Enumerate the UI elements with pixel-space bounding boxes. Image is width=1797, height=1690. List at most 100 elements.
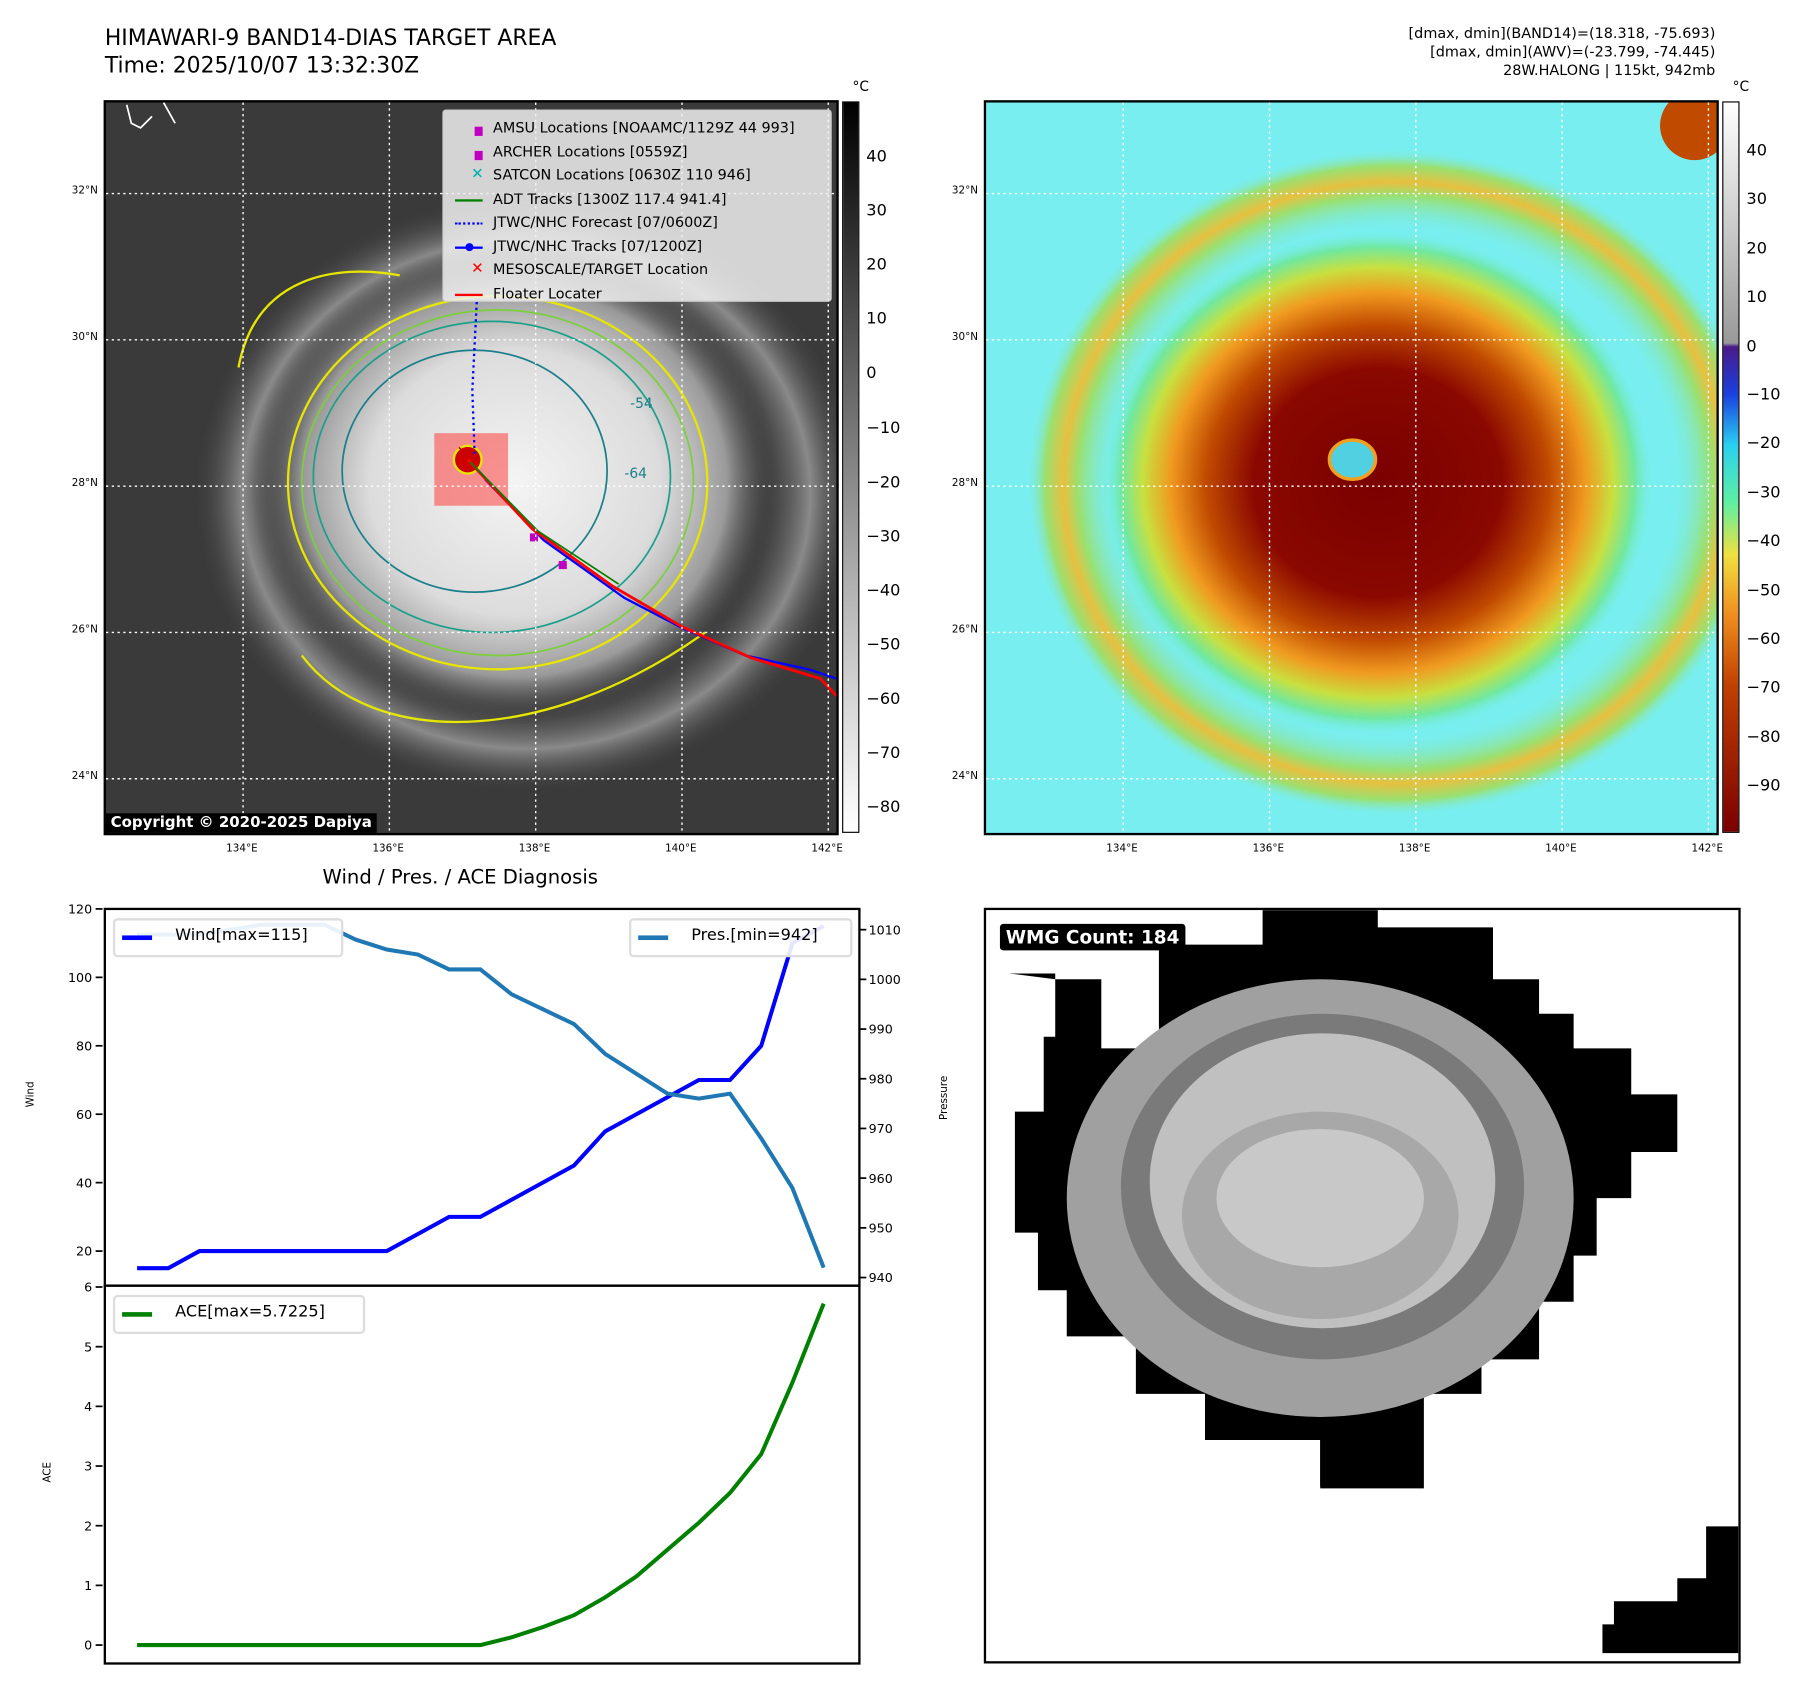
- colorbar-tick: −10: [1746, 385, 1781, 405]
- figure-time: Time: 2025/10/07 13:32:30Z: [104, 52, 420, 79]
- lon-tick-label: 140°E: [1545, 843, 1577, 855]
- lon-tick-label: 136°E: [372, 843, 404, 855]
- solid-line-icon: [455, 192, 483, 206]
- colorbar-tick: −80: [866, 798, 901, 817]
- ir-grayscale-map: ✕ -64 -54 AMSU Locations [NOAAMC/1129Z 4…: [103, 100, 839, 836]
- lon-tick-label: 138°E: [518, 843, 551, 855]
- cold-cloud-tops: [1101, 229, 1655, 737]
- lon-tick-label: 136°E: [1252, 843, 1285, 855]
- colorbar-tick: −70: [866, 744, 901, 763]
- ace-axis-label: ACE: [42, 1461, 55, 1483]
- colorbar-tick: 20: [866, 255, 887, 275]
- colorbar-tick: −20: [866, 473, 901, 492]
- wind-tick-label: 80: [76, 1038, 92, 1053]
- pressure-tick-label: 960: [869, 1171, 893, 1186]
- colorbar-tick: −80: [1746, 727, 1781, 747]
- colorbar-tick: 30: [866, 201, 887, 221]
- pressure-tick-label: 990: [869, 1022, 893, 1037]
- wind-tick-label: 100: [68, 970, 92, 985]
- copyright-label: Copyright © 2020-2025 Dapiya: [105, 813, 377, 833]
- colorbar-tick: 20: [1746, 239, 1767, 258]
- lat-tick-label: 24°N: [951, 770, 979, 783]
- legend-label: JTWC/NHC Forecast [07/0600Z]: [493, 213, 718, 231]
- ir-map-graphics: ✕ -64 -54: [105, 102, 837, 833]
- legend-label: SATCON Locations [0630Z 110 946]: [493, 165, 751, 184]
- colorbar-tick: −60: [866, 690, 901, 709]
- colorbar-tick: 0: [866, 364, 877, 383]
- ace-legend-label: ACE[max=5.7225]: [175, 1302, 325, 1322]
- pressure-tick-label: 1000: [869, 972, 901, 987]
- wind-legend: Wind[max=115]: [112, 918, 344, 958]
- square-marker-icon: [455, 145, 483, 160]
- legend-label: JTWC/NHC Tracks [07/1200Z]: [493, 236, 703, 255]
- colorbar-tick: −90: [1746, 776, 1781, 796]
- lat-tick-label: 26°N: [951, 624, 979, 636]
- coastline: [125, 102, 176, 129]
- lon-tick-label: 134°E: [226, 843, 258, 855]
- pressure-tick-label: 1010: [869, 922, 901, 937]
- info-block: [dmax, dmin](BAND14)=(18.318, -75.693) […: [1139, 24, 1716, 79]
- info-storm: 28W.HALONG | 115kt, 942mb: [1503, 61, 1716, 79]
- wmg-corner-block: [1602, 1526, 1739, 1654]
- pressure-tick-label: 970: [869, 1121, 893, 1136]
- ace-tick-label: 5: [84, 1339, 92, 1354]
- colorbar-tick: −30: [866, 527, 901, 546]
- legend-label: ARCHER Locations [0559Z]: [493, 142, 688, 160]
- rainband-contour: [300, 631, 706, 724]
- colorbar-tick: 30: [1746, 190, 1767, 209]
- rainband-contour: [237, 270, 400, 368]
- contour-label: -64: [624, 466, 647, 482]
- pressure-tick-label: 950: [869, 1220, 893, 1235]
- dotted-line-icon: [455, 215, 483, 229]
- lat-tick-label: 32°N: [951, 185, 979, 197]
- square-marker-icon: [455, 121, 483, 136]
- legend-label: AMSU Locations [NOAAMC/1129Z 44 993]: [493, 118, 795, 136]
- colorbar-tick: −30: [1746, 483, 1781, 503]
- legend-label: Floater Locater: [493, 283, 602, 302]
- ace-legend-swatch: [122, 1312, 153, 1317]
- lat-tick-label: 30°N: [71, 331, 98, 344]
- colorbar-tick: −60: [1746, 630, 1781, 649]
- colorbar-tick: −10: [866, 418, 901, 438]
- wind-axis-label: Wind: [25, 1081, 37, 1108]
- colorbar-tick: −40: [1746, 532, 1781, 551]
- pressure-tick-label: 940: [869, 1270, 893, 1285]
- colorbar-tick: −40: [866, 581, 901, 600]
- adt-track: [469, 461, 620, 585]
- archer-marker: [558, 561, 567, 570]
- color-map-graphics: [986, 102, 1717, 833]
- contour-label: -54: [630, 396, 653, 412]
- colorbar-tick: 40: [866, 147, 887, 166]
- pressure-legend-label: Pres.[min=942]: [691, 926, 818, 945]
- colorbar-tick: −70: [1746, 678, 1781, 698]
- lat-tick-label: 26°N: [71, 624, 98, 636]
- info-awv: [dmax, dmin](AWV)=(-23.799, -74.445): [1430, 42, 1716, 60]
- jtwc-forecast-track: [471, 298, 479, 454]
- colorbar-tick: 0: [1746, 337, 1757, 356]
- wmg-block: [1320, 1439, 1424, 1489]
- lat-tick-label: 28°N: [71, 478, 98, 490]
- lat-tick-label: 32°N: [71, 185, 98, 197]
- wmg-count-label: WMG Count: 184: [999, 923, 1186, 951]
- colorbar-grayscale: [842, 101, 860, 833]
- colorbar-left-unit: °C: [852, 78, 870, 95]
- map-legend: AMSU Locations [NOAAMC/1129Z 44 993] ARCH…: [442, 109, 832, 302]
- wind-pressure-axes: [103, 907, 861, 1287]
- line-dot-icon: [455, 239, 483, 253]
- ace-tick-label: 6: [84, 1280, 92, 1295]
- wind-tick-label: 40: [76, 1175, 92, 1190]
- ace-legend: ACE[max=5.7225]: [112, 1294, 366, 1335]
- lon-tick-label: 134°E: [1106, 843, 1138, 855]
- lat-tick-label: 30°N: [951, 331, 979, 344]
- cloud-cell: [1660, 102, 1717, 161]
- lon-tick-label: 138°E: [1398, 843, 1431, 855]
- pressure-legend-swatch: [638, 935, 669, 941]
- wmg-panel: WMG Count: 184: [983, 907, 1741, 1664]
- pressure-tick-label: 980: [869, 1071, 893, 1086]
- solid-line-icon: [455, 286, 483, 300]
- ace-tick-label: 0: [84, 1638, 92, 1653]
- ace-tick-label: 4: [84, 1399, 92, 1414]
- contour-green: [300, 309, 695, 657]
- ace-tick-label: 1: [84, 1578, 92, 1593]
